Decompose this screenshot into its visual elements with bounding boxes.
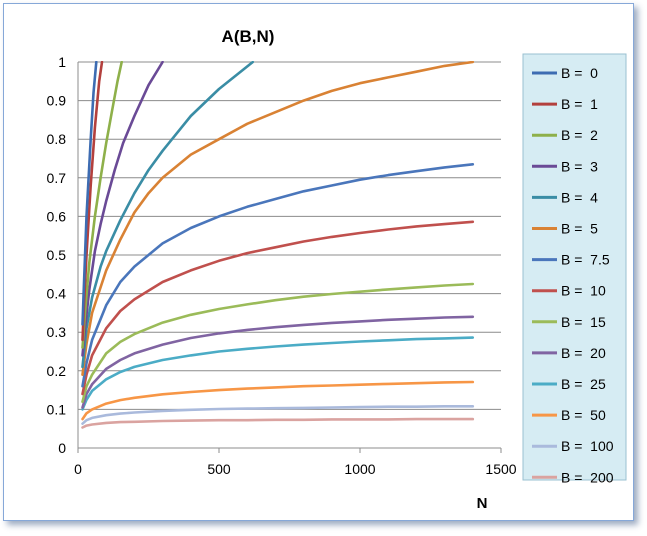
legend-label: B = 3 xyxy=(561,158,598,174)
legend-label: B = 20 xyxy=(561,345,606,361)
x-axis-label: N xyxy=(477,495,488,512)
y-tick-label: 0 xyxy=(58,440,66,456)
axes: 0 0.1 0.2 0.3 0.4 0.5 0.6 0.7 0.8 0.9 1 0 500 1000 150… xyxy=(47,54,517,477)
legend-label: B = 1 xyxy=(561,96,598,112)
legend-label: B = 15 xyxy=(561,314,606,330)
series-line xyxy=(81,417,475,429)
series-line xyxy=(81,405,475,425)
legend-box xyxy=(522,53,627,481)
legend-label: B = 4 xyxy=(561,189,598,205)
y-tick-label: 0.3 xyxy=(47,324,67,340)
series-line xyxy=(81,163,475,388)
y-tick-label: 0.6 xyxy=(47,208,67,224)
series-line xyxy=(81,61,98,326)
legend-label: B = 2 xyxy=(561,127,598,143)
legend-label: B = 5 xyxy=(561,221,598,237)
y-tick-label: 0.4 xyxy=(47,286,67,302)
series-line xyxy=(81,61,123,349)
series-line xyxy=(81,282,475,403)
gridlines xyxy=(78,61,501,410)
y-tick-label: 0.8 xyxy=(47,131,67,147)
legend-label: B = 10 xyxy=(561,283,606,299)
chart-title: A(B,N) xyxy=(222,27,275,46)
x-tick-label: 1500 xyxy=(485,461,516,477)
y-tick-label: 0.2 xyxy=(47,363,67,379)
legend-label: B = 200 xyxy=(561,469,614,485)
y-tick-label: 0.1 xyxy=(47,401,67,417)
legend-label: B = 25 xyxy=(561,376,606,392)
x-tick-label: 1000 xyxy=(344,461,375,477)
x-tick-label: 0 xyxy=(74,461,82,477)
legend: B = 0 B = 1 B = 2 B = 3 B = 4 B = 5 B = 7.5 B =… xyxy=(522,53,627,485)
y-tick-label: 1 xyxy=(58,54,66,70)
series-line xyxy=(81,220,475,396)
series-line xyxy=(81,315,475,409)
y-tick-label: 0.7 xyxy=(47,170,67,186)
line-chart: A(B,N) 0 0.1 0.2 0.3 0.4 0.5 0.6 0.7 0.8 0.9 1 0 500… xyxy=(47,27,627,512)
series-line xyxy=(81,61,255,369)
series-line xyxy=(81,380,475,421)
series-line xyxy=(81,336,475,411)
legend-label: B = 50 xyxy=(561,407,606,423)
chart-frame: A(B,N) 0 0.1 0.2 0.3 0.4 0.5 0.6 0.7 0.8 0.9 1 0 500… xyxy=(3,3,634,521)
y-tick-label: 0.9 xyxy=(47,93,67,109)
series-lines xyxy=(81,61,475,429)
y-tick-label: 0.5 xyxy=(47,247,67,263)
series-line xyxy=(81,61,475,376)
legend-label: B = 100 xyxy=(561,438,614,454)
x-tick-label: 500 xyxy=(207,461,231,477)
legend-label: B = 7.5 xyxy=(561,252,610,268)
legend-label: B = 0 xyxy=(561,65,598,81)
series-line xyxy=(81,61,164,357)
